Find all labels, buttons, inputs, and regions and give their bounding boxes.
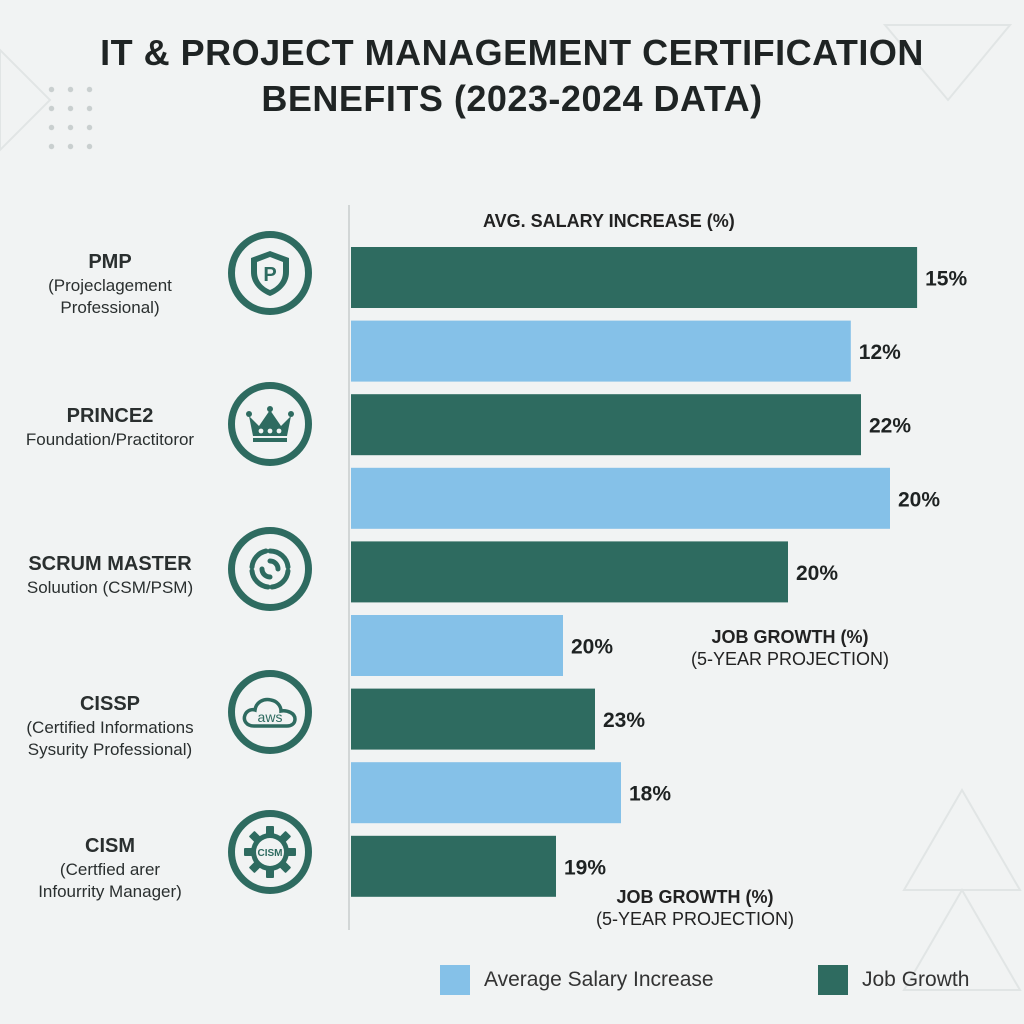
cert-name: CISM — [85, 835, 135, 857]
bar-pmp-salary — [351, 320, 851, 382]
annotation-job-growth-1: JOB GROWTH (%) (5-YEAR PROJECTION) — [650, 626, 930, 670]
decorative-triangle-top-right — [882, 24, 1013, 102]
shield-p-icon: P — [251, 251, 289, 296]
svg-text:P: P — [263, 264, 276, 286]
decorative-triangle-left — [0, 48, 52, 152]
legend-swatch-job-growth — [818, 965, 848, 995]
chart-title-line-1: IT & PROJECT MANAGEMENT CERTIFICATION — [100, 32, 924, 73]
bar-prince2-job-growth — [351, 394, 861, 456]
prince2-badge — [228, 382, 312, 466]
cissp-badge: aws — [228, 670, 312, 754]
aws-cloud-icon: aws — [242, 697, 297, 728]
cert-label-pmp: PMP (Projeclagement Professional) — [10, 249, 210, 319]
decorative-triangles-bottom-right — [902, 788, 1022, 991]
legend-swatch-salary — [440, 965, 470, 995]
bar-value-label: 20% — [796, 562, 838, 585]
cert-name: PMP — [88, 251, 132, 273]
cert-label-prince2: PRINCE2 Foundation/Practitoror — [10, 403, 210, 451]
aws-icon-text: aws — [258, 709, 283, 725]
legend-item-salary: Average Salary Increase — [440, 965, 714, 995]
bar-value-label: 23% — [603, 709, 645, 732]
bar-value-label: 12% — [859, 341, 901, 364]
legend-label-salary: Average Salary Increase — [484, 968, 714, 991]
legend-item-job-growth: Job Growth — [818, 965, 969, 995]
bar-cissp-salary — [351, 762, 621, 824]
cert-name: PRINCE2 — [66, 405, 154, 427]
swirl-icon — [249, 548, 291, 590]
chart-title-line-2: BENEFITS (2023-2024 DATA) — [261, 78, 763, 119]
cert-desc-line: Foundation/Practitoror — [25, 430, 195, 449]
annotation-subtitle: (5-YEAR PROJECTION) — [595, 909, 795, 929]
cert-desc-line: Sysurity Professional) — [27, 740, 193, 759]
bar-cism-job-growth — [351, 835, 556, 897]
decorative-dot-grid — [42, 80, 102, 150]
bar-cissp-job-growth — [351, 688, 595, 750]
annotation-title: JOB GROWTH (%) — [711, 627, 869, 647]
cert-label-scrum-master: SCRUM MASTER Soluution (CSM/PSM) — [10, 551, 210, 599]
cert-desc-line: Professional) — [60, 298, 160, 317]
bar-scrum-master-job-growth — [351, 541, 788, 603]
bar-value-label: 20% — [898, 488, 940, 511]
bar-pmp-job-growth — [351, 247, 918, 308]
pmp-badge: P — [228, 231, 312, 315]
cert-desc-line: Infourrity Manager) — [38, 882, 182, 901]
cert-desc-line: (Projeclagement — [48, 276, 172, 295]
legend-label-job-growth: Job Growth — [862, 968, 970, 991]
axis-label-salary: AVG. SALARY INCREASE (%) — [483, 211, 735, 231]
cism-badge: CISM — [228, 810, 312, 894]
bar-value-label: 19% — [564, 856, 606, 879]
bar-scrum-master-salary — [351, 615, 563, 676]
bar-value-label: 18% — [629, 783, 671, 806]
crown-icon — [246, 406, 294, 442]
cert-label-cissp: CISSP (Certified Informations Sysurity P… — [10, 691, 210, 761]
cert-desc-line: Soluution (CSM/PSM) — [26, 578, 194, 597]
cism-icon-text: CISM — [258, 848, 283, 859]
cism-gear-icon: CISM — [244, 826, 296, 878]
cert-desc-line: (Certfied arer — [59, 860, 161, 879]
annotation-job-growth-2: JOB GROWTH (%) (5-YEAR PROJECTION) — [555, 886, 835, 930]
cert-desc-line: (Certified Informations — [26, 718, 194, 737]
cert-label-cism: CISM (Certfied arer Infourrity Manager) — [10, 833, 210, 903]
bar-value-label: 22% — [869, 415, 911, 438]
chart-title: IT & PROJECT MANAGEMENT CERTIFICATION BE… — [0, 30, 1024, 122]
bar-value-label: 15% — [925, 268, 967, 291]
annotation-subtitle: (5-YEAR PROJECTION) — [690, 649, 890, 669]
bars-group: 15% 12% 22% 20% 20% 20% 23% 18% 19% — [351, 247, 967, 897]
bar-value-label: 20% — [571, 636, 613, 659]
scrum-master-badge — [228, 527, 312, 611]
cert-name: CISSP — [79, 693, 141, 715]
cert-name: SCRUM MASTER — [28, 553, 192, 575]
bar-prince2-salary — [351, 467, 890, 529]
annotation-title: JOB GROWTH (%) — [616, 887, 774, 907]
